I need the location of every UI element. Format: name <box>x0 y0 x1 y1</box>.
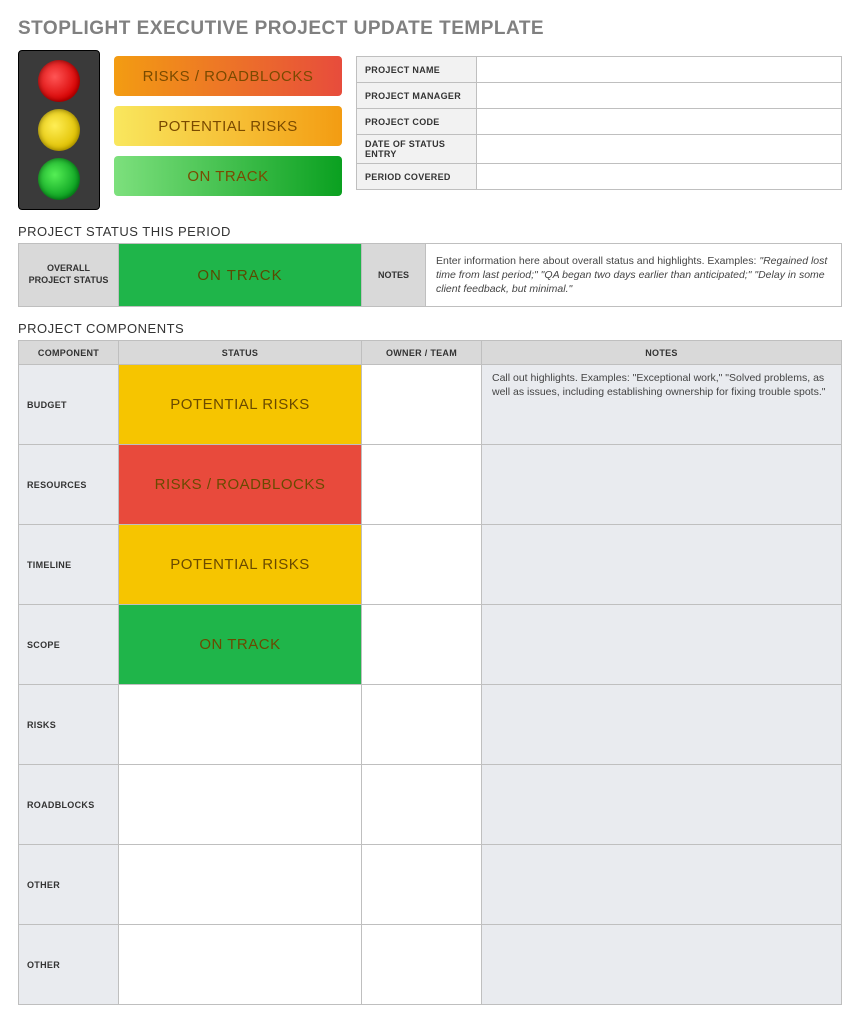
component-owner[interactable] <box>362 365 482 445</box>
meta-value[interactable] <box>477 135 842 164</box>
component-status: POTENTIAL RISKS <box>119 525 362 605</box>
table-row: OTHER <box>19 845 842 925</box>
meta-label: PROJECT MANAGER <box>357 83 477 109</box>
legend: RISKS / ROADBLOCKS POTENTIAL RISKS ON TR… <box>114 50 342 196</box>
table-row: RESOURCESRISKS / ROADBLOCKS <box>19 445 842 525</box>
component-label: ROADBLOCKS <box>19 765 119 845</box>
component-label: OTHER <box>19 925 119 1005</box>
components-heading: PROJECT COMPONENTS <box>18 321 842 336</box>
component-notes[interactable] <box>482 925 842 1005</box>
overall-notes-lead: Enter information here about overall sta… <box>436 255 759 267</box>
meta-label: PROJECT NAME <box>357 57 477 83</box>
component-status: RISKS / ROADBLOCKS <box>119 445 362 525</box>
overall-notes-label: NOTES <box>362 244 426 306</box>
component-notes[interactable] <box>482 525 842 605</box>
component-label: TIMELINE <box>19 525 119 605</box>
overall-status-label: OVERALL PROJECT STATUS <box>19 244 119 306</box>
meta-label: PROJECT CODE <box>357 109 477 135</box>
overall-notes: Enter information here about overall sta… <box>426 244 841 306</box>
table-row: OTHER <box>19 925 842 1005</box>
component-owner[interactable] <box>362 845 482 925</box>
component-label: SCOPE <box>19 605 119 685</box>
page-title: STOPLIGHT EXECUTIVE PROJECT UPDATE TEMPL… <box>18 18 842 40</box>
component-label: RESOURCES <box>19 445 119 525</box>
component-notes[interactable] <box>482 845 842 925</box>
status-heading: PROJECT STATUS THIS PERIOD <box>18 224 842 239</box>
component-owner[interactable] <box>362 685 482 765</box>
component-status <box>119 685 362 765</box>
overall-status-value: ON TRACK <box>119 244 362 306</box>
col-owner: OWNER / TEAM <box>362 341 482 365</box>
meta-table: PROJECT NAMEPROJECT MANAGERPROJECT CODED… <box>356 56 842 190</box>
component-notes[interactable] <box>482 445 842 525</box>
col-status: STATUS <box>119 341 362 365</box>
component-notes[interactable]: Call out highlights. Examples: "Exceptio… <box>482 365 842 445</box>
meta-value[interactable] <box>477 57 842 83</box>
component-notes[interactable] <box>482 605 842 685</box>
overall-status-row: OVERALL PROJECT STATUS ON TRACK NOTES En… <box>18 243 842 307</box>
meta-value[interactable] <box>477 164 842 190</box>
table-row: TIMELINEPOTENTIAL RISKS <box>19 525 842 605</box>
table-row: SCOPEON TRACK <box>19 605 842 685</box>
component-status <box>119 845 362 925</box>
legend-item-yellow: POTENTIAL RISKS <box>114 106 342 146</box>
component-notes[interactable] <box>482 765 842 845</box>
component-owner[interactable] <box>362 525 482 605</box>
component-owner[interactable] <box>362 605 482 685</box>
col-component: COMPONENT <box>19 341 119 365</box>
col-notes: NOTES <box>482 341 842 365</box>
component-status <box>119 925 362 1005</box>
component-label: OTHER <box>19 845 119 925</box>
table-row: ROADBLOCKS <box>19 765 842 845</box>
legend-item-red: RISKS / ROADBLOCKS <box>114 56 342 96</box>
stoplight-icon <box>18 50 100 210</box>
meta-value[interactable] <box>477 83 842 109</box>
header-row: RISKS / ROADBLOCKS POTENTIAL RISKS ON TR… <box>18 50 842 210</box>
component-status: POTENTIAL RISKS <box>119 365 362 445</box>
green-light-icon <box>38 158 80 200</box>
component-status <box>119 765 362 845</box>
legend-item-green: ON TRACK <box>114 156 342 196</box>
meta-label: DATE OF STATUS ENTRY <box>357 135 477 164</box>
component-owner[interactable] <box>362 445 482 525</box>
component-owner[interactable] <box>362 765 482 845</box>
red-light-icon <box>38 60 80 102</box>
component-status: ON TRACK <box>119 605 362 685</box>
table-row: RISKS <box>19 685 842 765</box>
meta-label: PERIOD COVERED <box>357 164 477 190</box>
components-table: COMPONENT STATUS OWNER / TEAM NOTES BUDG… <box>18 340 842 1005</box>
component-label: RISKS <box>19 685 119 765</box>
component-notes[interactable] <box>482 685 842 765</box>
meta-value[interactable] <box>477 109 842 135</box>
component-label: BUDGET <box>19 365 119 445</box>
component-owner[interactable] <box>362 925 482 1005</box>
yellow-light-icon <box>38 109 80 151</box>
table-row: BUDGETPOTENTIAL RISKS Call out highlights… <box>19 365 842 445</box>
